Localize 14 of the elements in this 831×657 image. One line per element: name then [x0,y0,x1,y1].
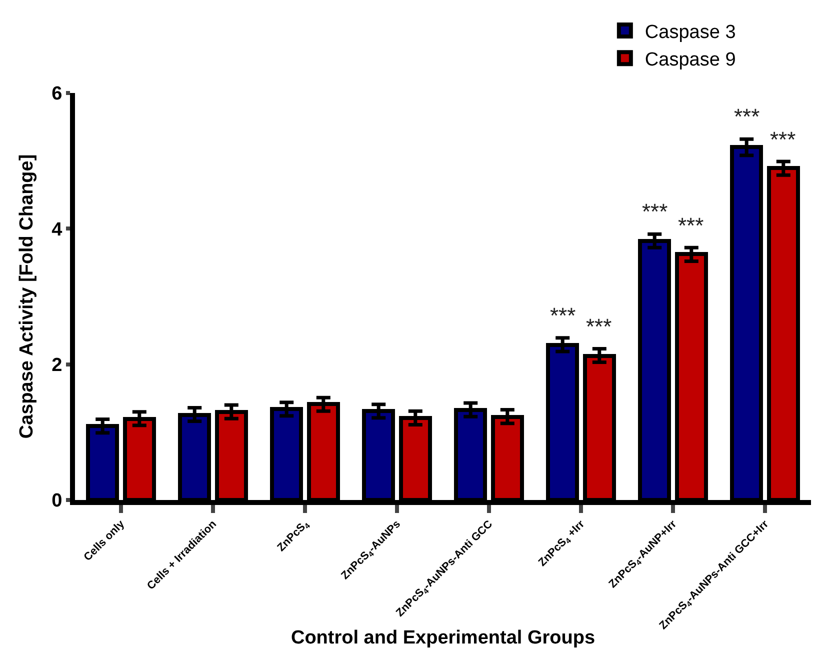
y-tick-label: 0 [52,490,62,512]
y-tick-label: 6 [52,84,62,105]
annotation: *** [770,127,796,152]
y-axis-title: Caspase Activity [Fold Change] [16,154,38,439]
legend-label: Caspase 9 [644,50,736,71]
annotation: *** [642,199,668,224]
legend-label: Caspase 3 [644,22,736,43]
y-tick-label: 4 [52,219,63,240]
x-axis-title: Control and Experimental Groups [290,628,596,649]
y-tick-label: 2 [52,354,62,376]
annotation: *** [550,303,576,328]
annotation: *** [734,104,760,129]
annotation: *** [586,314,612,339]
annotation: *** [678,213,704,238]
